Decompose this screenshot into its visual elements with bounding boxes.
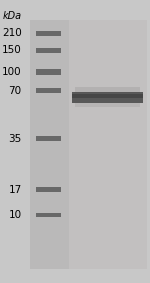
FancyBboxPatch shape bbox=[36, 31, 61, 36]
FancyBboxPatch shape bbox=[36, 69, 61, 75]
FancyBboxPatch shape bbox=[75, 87, 140, 93]
FancyBboxPatch shape bbox=[36, 187, 61, 192]
FancyBboxPatch shape bbox=[36, 88, 61, 93]
Text: 17: 17 bbox=[8, 185, 22, 195]
Text: 210: 210 bbox=[2, 28, 22, 38]
FancyBboxPatch shape bbox=[69, 20, 147, 269]
Text: 10: 10 bbox=[9, 210, 22, 220]
FancyBboxPatch shape bbox=[36, 213, 61, 217]
Text: 70: 70 bbox=[9, 85, 22, 96]
FancyBboxPatch shape bbox=[30, 20, 147, 269]
FancyBboxPatch shape bbox=[75, 103, 140, 107]
FancyBboxPatch shape bbox=[30, 20, 69, 269]
FancyBboxPatch shape bbox=[36, 136, 61, 141]
Text: 100: 100 bbox=[2, 67, 22, 77]
FancyBboxPatch shape bbox=[72, 92, 143, 103]
FancyBboxPatch shape bbox=[72, 95, 143, 98]
Text: kDa: kDa bbox=[3, 10, 22, 21]
FancyBboxPatch shape bbox=[36, 48, 61, 53]
Text: 150: 150 bbox=[2, 45, 22, 55]
Text: 35: 35 bbox=[8, 134, 22, 144]
